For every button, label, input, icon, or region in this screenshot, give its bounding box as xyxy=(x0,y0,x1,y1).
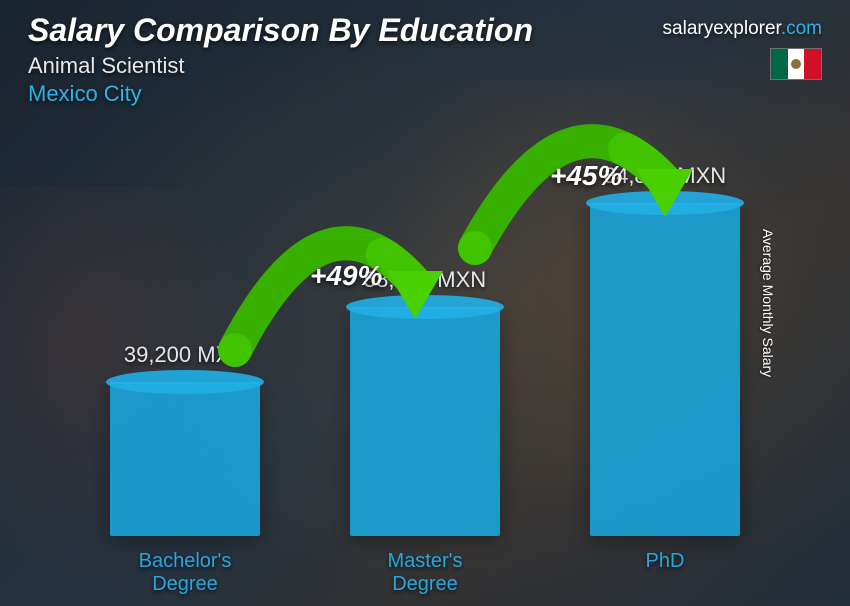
chart-area: 39,200 MXNBachelor'sDegree58,400 MXNMast… xyxy=(60,130,790,536)
page-title: Salary Comparison By Education xyxy=(28,12,822,49)
bar-0: 39,200 MXNBachelor'sDegree xyxy=(110,382,260,536)
header: Salary Comparison By Education Animal Sc… xyxy=(28,12,822,107)
infographic-container: Salary Comparison By Education Animal Sc… xyxy=(0,0,850,606)
bar-label-1: Master'sDegree xyxy=(325,550,525,596)
location-label: Mexico City xyxy=(28,81,822,107)
percent-increase-label-1: +45% xyxy=(550,160,622,192)
bar-label-2: PhD xyxy=(565,550,765,573)
percent-increase-label-0: +49% xyxy=(310,260,382,292)
bar-label-0: Bachelor'sDegree xyxy=(85,550,285,596)
job-subtitle: Animal Scientist xyxy=(28,53,822,79)
